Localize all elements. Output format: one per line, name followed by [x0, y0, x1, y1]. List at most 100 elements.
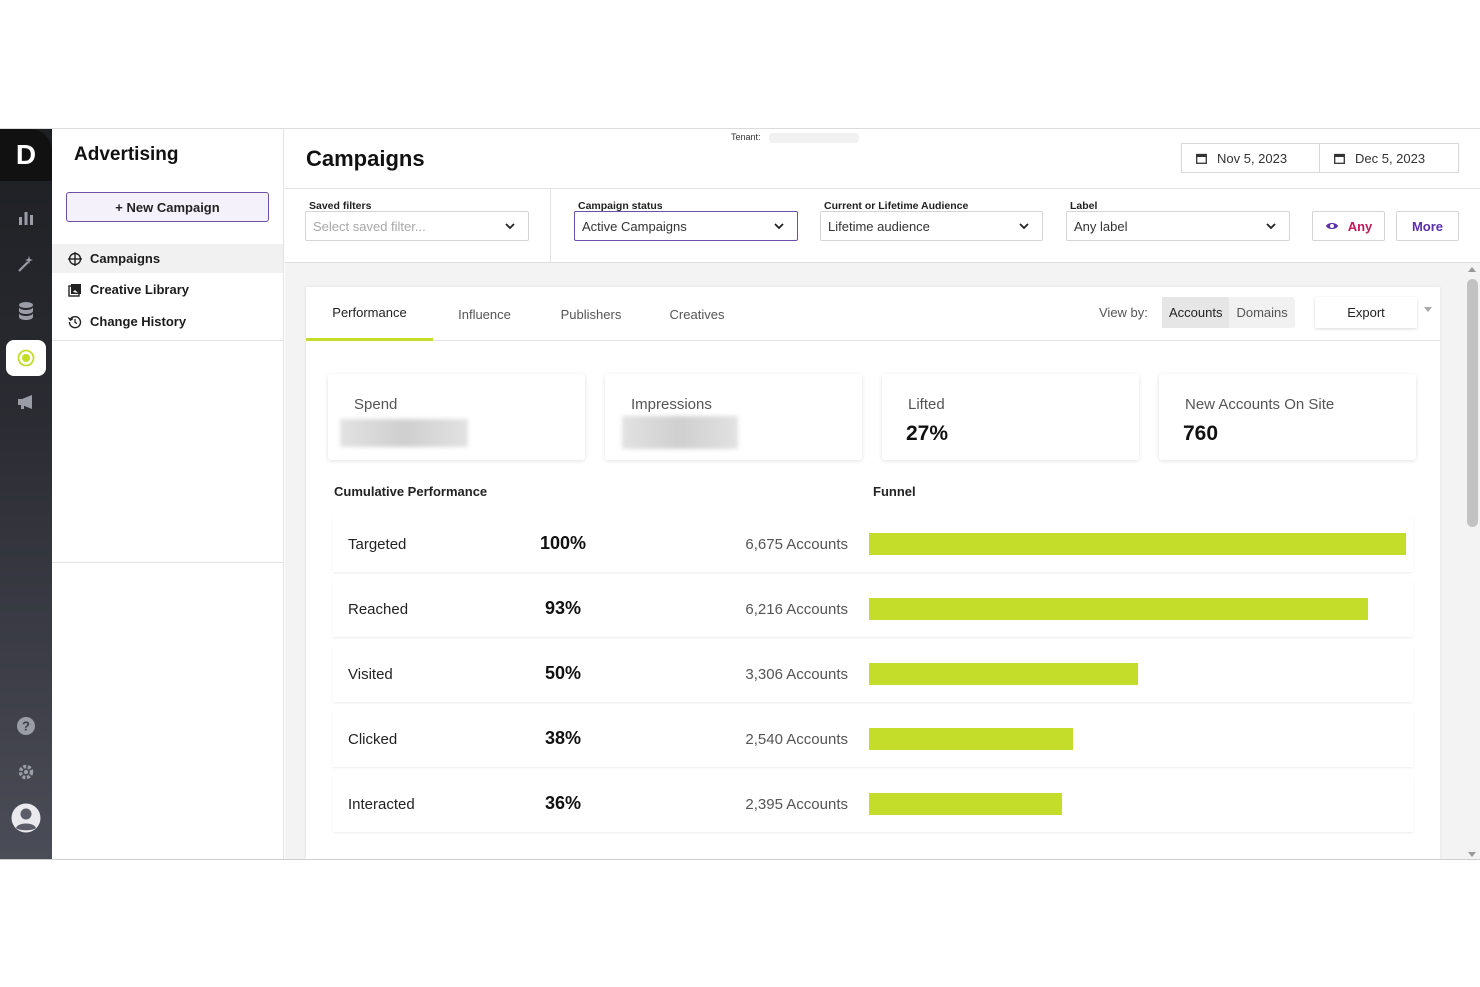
rail-advertising[interactable] [6, 340, 46, 376]
main-content: Campaigns Tenant: Nov 5, 2023 Dec 5, 202… [285, 129, 1480, 859]
rail-analytics[interactable] [6, 200, 46, 236]
label-select[interactable]: Any label [1066, 211, 1290, 241]
funnel-percent: 36% [544, 793, 582, 813]
kpi-label: New Accounts On Site [1185, 396, 1335, 413]
kpi-label: Lifted [908, 396, 945, 413]
funnel-percent: 100% [539, 533, 587, 553]
view-by-domains[interactable]: Domains [1236, 305, 1288, 320]
magic-wand-icon [18, 256, 33, 272]
funnel-percent: 93% [544, 598, 582, 618]
tab-influence[interactable]: Influence [458, 306, 511, 322]
cumulative-performance-heading: Cumulative Performance [334, 484, 488, 499]
svg-text:?: ? [22, 719, 30, 734]
saved-filter-select[interactable]: Select saved filter... [305, 211, 529, 241]
tenant-label: Tenant: [731, 132, 761, 142]
campaign-status-value: Active Campaigns [582, 218, 687, 234]
sidebar-divider [52, 562, 283, 563]
scrollbar-thumb[interactable] [1467, 279, 1478, 527]
audience-select[interactable]: Lifetime audience [820, 211, 1043, 241]
calendar-icon [1334, 153, 1345, 164]
tab-creatives[interactable]: Creatives [669, 306, 725, 322]
kpi-lifted: Lifted 27% [882, 374, 1139, 460]
funnel-bar [869, 728, 1073, 750]
funnel-percent: 50% [544, 663, 582, 683]
page-header: Campaigns Tenant: Nov 5, 2023 Dec 5, 202… [285, 129, 1480, 189]
funnel-bar [869, 533, 1406, 555]
kpi-impressions: Impressions [605, 374, 862, 460]
crosshair-icon [68, 251, 82, 266]
view-by-accounts[interactable]: Accounts [1162, 297, 1230, 328]
funnel-accounts: 2,395 Accounts [745, 796, 848, 813]
help-icon: ? [17, 717, 35, 735]
filter-bar: Saved filters Select saved filter... Cam… [285, 189, 1480, 263]
kpi-spend: Spend [328, 374, 585, 460]
label-value: Any label [1074, 218, 1128, 234]
kpi-new-accounts: New Accounts On Site 760 [1159, 374, 1416, 460]
tab-performance[interactable]: Performance [306, 287, 433, 341]
scrollbar[interactable] [1465, 263, 1480, 859]
funnel-stage: Targeted [348, 536, 407, 553]
more-filters-button[interactable]: More [1396, 211, 1459, 241]
funnel-stage: Clicked [348, 731, 398, 748]
filter-divider [550, 189, 551, 263]
chevron-down-icon [1019, 223, 1029, 230]
scroll-up-icon[interactable] [1468, 267, 1476, 272]
kpi-value: 27% [906, 422, 949, 445]
funnel-row: Interacted 36% 2,395 Accounts [333, 776, 1413, 832]
funnel-bar [869, 663, 1138, 685]
end-date: Dec 5, 2023 [1355, 150, 1426, 166]
saved-filter-placeholder: Select saved filter... [313, 218, 426, 234]
database-icon [19, 302, 33, 320]
sidebar-item-label: Creative Library [90, 282, 189, 297]
sidebar: Advertising + New Campaign Campaigns Cre… [52, 129, 284, 859]
funnel-heading: Funnel [873, 484, 916, 499]
logo[interactable]: D [0, 129, 52, 181]
audience-label: Current or Lifetime Audience [824, 200, 969, 212]
rail-help[interactable]: ? [6, 708, 46, 744]
performance-card: Performance Influence Publishers Creativ… [306, 287, 1440, 859]
export-button[interactable]: Export [1315, 297, 1417, 328]
megaphone-icon [18, 395, 32, 409]
rail-settings[interactable] [6, 754, 46, 790]
bar-chart-icon [19, 212, 33, 225]
label-filter-label: Label [1070, 200, 1098, 212]
sidebar-item-creative-library[interactable]: Creative Library [52, 275, 283, 304]
target-icon [17, 349, 35, 367]
tab-publishers[interactable]: Publishers [560, 306, 622, 322]
sidebar-title: Advertising [74, 144, 179, 165]
campaign-status-select[interactable]: Active Campaigns [574, 211, 798, 241]
export-dropdown-icon[interactable] [1424, 307, 1432, 312]
funnel-row: Targeted 100% 6,675 Accounts [333, 516, 1413, 572]
page-title: Campaigns [306, 146, 425, 171]
new-campaign-button[interactable]: + New Campaign [66, 192, 269, 222]
campaign-status-label: Campaign status [578, 200, 663, 212]
user-avatar-icon [11, 803, 41, 833]
kpi-label: Impressions [631, 396, 712, 413]
rail-data[interactable] [6, 293, 46, 329]
funnel-row: Visited 50% 3,306 Accounts [333, 646, 1413, 702]
sidebar-divider [52, 340, 283, 341]
logo-letter: D [15, 139, 37, 170]
end-date-picker[interactable]: Dec 5, 2023 [1319, 143, 1459, 173]
rail-profile[interactable] [6, 800, 46, 836]
chevron-down-icon [1266, 223, 1276, 230]
funnel-stage: Interacted [348, 796, 415, 813]
saved-filters-label: Saved filters [309, 200, 372, 212]
funnel-percent: 38% [544, 728, 582, 748]
audience-value: Lifetime audience [828, 218, 930, 234]
kpi-value: 760 [1183, 422, 1219, 445]
sidebar-item-label: Change History [90, 314, 187, 329]
any-toggle-button[interactable]: Any [1312, 211, 1385, 241]
rail-campaigns[interactable] [6, 384, 46, 420]
scroll-down-icon[interactable] [1468, 852, 1476, 857]
sidebar-item-change-history[interactable]: Change History [52, 307, 283, 336]
sidebar-item-campaigns[interactable]: Campaigns [52, 244, 283, 273]
funnel-row: Reached 93% 6,216 Accounts [333, 581, 1413, 637]
eye-icon [1325, 223, 1338, 229]
funnel-accounts: 6,216 Accounts [745, 601, 848, 618]
image-icon [68, 283, 81, 297]
funnel-stage: Visited [348, 666, 393, 683]
rail-intent[interactable] [6, 246, 46, 282]
app-window: D ? Advertising + New Campaign [0, 128, 1480, 860]
start-date-picker[interactable]: Nov 5, 2023 [1181, 143, 1320, 173]
